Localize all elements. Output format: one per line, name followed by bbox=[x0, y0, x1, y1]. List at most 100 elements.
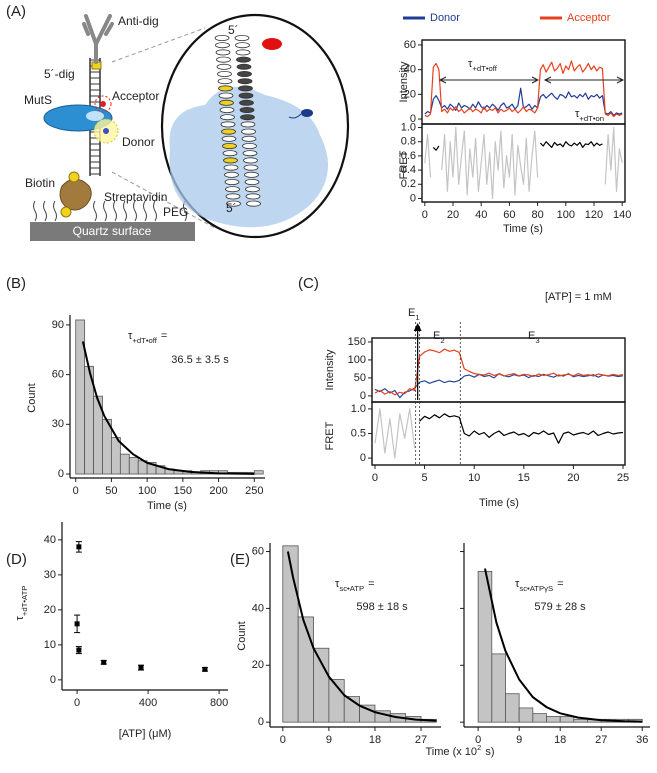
state-label-sub: 3 bbox=[535, 336, 539, 345]
point bbox=[76, 544, 82, 550]
base bbox=[236, 63, 252, 70]
x-tick-label: 25 bbox=[617, 472, 629, 484]
bar bbox=[573, 718, 588, 723]
y-axis-label: τ+dT•ATP bbox=[14, 586, 29, 621]
streptavidin-shape bbox=[59, 178, 92, 211]
y-tick-label: 40 bbox=[252, 602, 264, 614]
bar bbox=[518, 707, 534, 723]
x-tick-label: 36 bbox=[636, 734, 648, 746]
base bbox=[216, 56, 231, 63]
x-axis-label: [ATP] (μM) bbox=[119, 728, 172, 740]
x-tick-label: 15 bbox=[518, 472, 530, 484]
diagram-label: Acceptor bbox=[112, 89, 159, 103]
chart: 0 30 60 90 0 50 100 150 200 250 36.5 ± 3.5 s bbox=[52, 315, 265, 497]
y-tick-label: 0 bbox=[360, 390, 366, 402]
point bbox=[138, 665, 144, 671]
base bbox=[219, 107, 235, 114]
point bbox=[202, 666, 208, 672]
state-label: E1 bbox=[408, 307, 420, 322]
condition-note: [ATP] = 1 mM bbox=[545, 291, 612, 303]
fit-annotation-sub: sc•ATPγS bbox=[519, 584, 553, 593]
y-tick-label: 0 bbox=[410, 192, 416, 204]
point bbox=[74, 621, 80, 627]
x-axis-label: Time (s) bbox=[503, 223, 543, 235]
diagram-label: 5´ bbox=[226, 201, 237, 215]
y-tick-label: 1.0 bbox=[401, 121, 416, 133]
series-line bbox=[424, 87, 623, 116]
panel-label: (D) bbox=[6, 551, 27, 568]
y-tick-label: 50 bbox=[354, 372, 366, 384]
bar bbox=[532, 713, 547, 723]
fit-curve bbox=[81, 341, 255, 475]
base bbox=[242, 142, 257, 149]
y-tick-label: 60 bbox=[52, 369, 64, 381]
dwell-annotation-main: τ bbox=[575, 108, 580, 120]
y-tick-label: 40 bbox=[404, 64, 416, 76]
x-tick-label: 140 bbox=[613, 209, 631, 221]
base bbox=[238, 92, 254, 99]
base bbox=[221, 128, 236, 135]
fit-annotation-value: 579 ± 28 s bbox=[534, 601, 586, 613]
x-tick-label: 27 bbox=[415, 734, 427, 746]
chart: 0 0.2 0.4 0.6 0.8 1.0 0 20 40 60 80 100 120 140 bbox=[401, 121, 632, 220]
base bbox=[217, 71, 232, 78]
plot-frame bbox=[371, 401, 626, 466]
base bbox=[241, 128, 256, 135]
dwell-annotation-sub: +dT•on bbox=[579, 114, 604, 123]
y-axis-label: FRET bbox=[398, 150, 410, 179]
diagram-label: Quartz surface bbox=[73, 224, 152, 238]
state-label-sub: 2 bbox=[440, 336, 444, 345]
x-tick-label: 120 bbox=[585, 209, 603, 221]
acceptor-dye bbox=[100, 101, 106, 107]
chart: 0 20 40 60 Donor Acceptor bbox=[403, 12, 626, 125]
bar bbox=[313, 647, 330, 723]
zoom-line bbox=[111, 171, 216, 229]
arrow-head bbox=[531, 76, 540, 84]
arrow-head bbox=[413, 323, 422, 331]
donor-dye bbox=[301, 109, 313, 117]
diagram: Anti-dig 5´-dig MutS Acceptor Donor Biot… bbox=[24, 13, 350, 241]
x-tick-label: 400 bbox=[139, 697, 157, 709]
legend-label: Donor bbox=[430, 12, 460, 24]
base bbox=[238, 85, 253, 92]
plot-frame bbox=[371, 337, 626, 403]
donor-linker bbox=[288, 113, 302, 119]
base bbox=[239, 107, 255, 114]
base bbox=[242, 150, 258, 157]
base bbox=[226, 200, 241, 207]
base bbox=[215, 49, 231, 56]
series-line bbox=[604, 126, 623, 192]
y-axis-label-sub: +dT•ATP bbox=[20, 586, 29, 617]
donor-dye bbox=[103, 128, 109, 134]
y-tick-label: 150 bbox=[348, 336, 366, 348]
y-tick-label: 0.2 bbox=[401, 178, 416, 190]
x-axis-label-rest: s) bbox=[485, 746, 494, 758]
base bbox=[235, 49, 251, 56]
panel-label: (A) bbox=[6, 3, 26, 20]
bar bbox=[119, 453, 130, 475]
x-tick-label: 0 bbox=[475, 734, 481, 746]
dwell-annotation: τ+dT•off bbox=[468, 58, 498, 73]
y-axis-label: FRET bbox=[324, 421, 336, 450]
base bbox=[217, 78, 233, 85]
y-axis-label: Count bbox=[236, 621, 248, 650]
point bbox=[76, 647, 82, 653]
x-axis-label: Time (s) bbox=[147, 500, 187, 512]
arrow-head bbox=[543, 76, 552, 84]
state-label-main: E bbox=[433, 330, 440, 342]
quartz-surface bbox=[30, 222, 195, 241]
x-tick-label: 60 bbox=[503, 209, 515, 221]
y-tick-label: 1.0 bbox=[351, 403, 366, 415]
fit-annotation-rest: = bbox=[368, 578, 374, 590]
x-axis-label-sup: 2 bbox=[477, 743, 481, 752]
base bbox=[244, 178, 260, 185]
fit-annotation-sub: +dT•off bbox=[132, 336, 157, 345]
state-label-sub: 1 bbox=[415, 313, 419, 322]
fit-annotation: τsc•ATPγS = bbox=[515, 578, 564, 593]
fit-curve bbox=[286, 551, 437, 722]
x-tick-label: 9 bbox=[326, 734, 332, 746]
fit-curve bbox=[484, 568, 643, 723]
biotin-dot bbox=[60, 206, 72, 218]
base bbox=[225, 193, 241, 200]
fit-annotation-value: 36.5 ± 3.5 s bbox=[171, 354, 229, 366]
